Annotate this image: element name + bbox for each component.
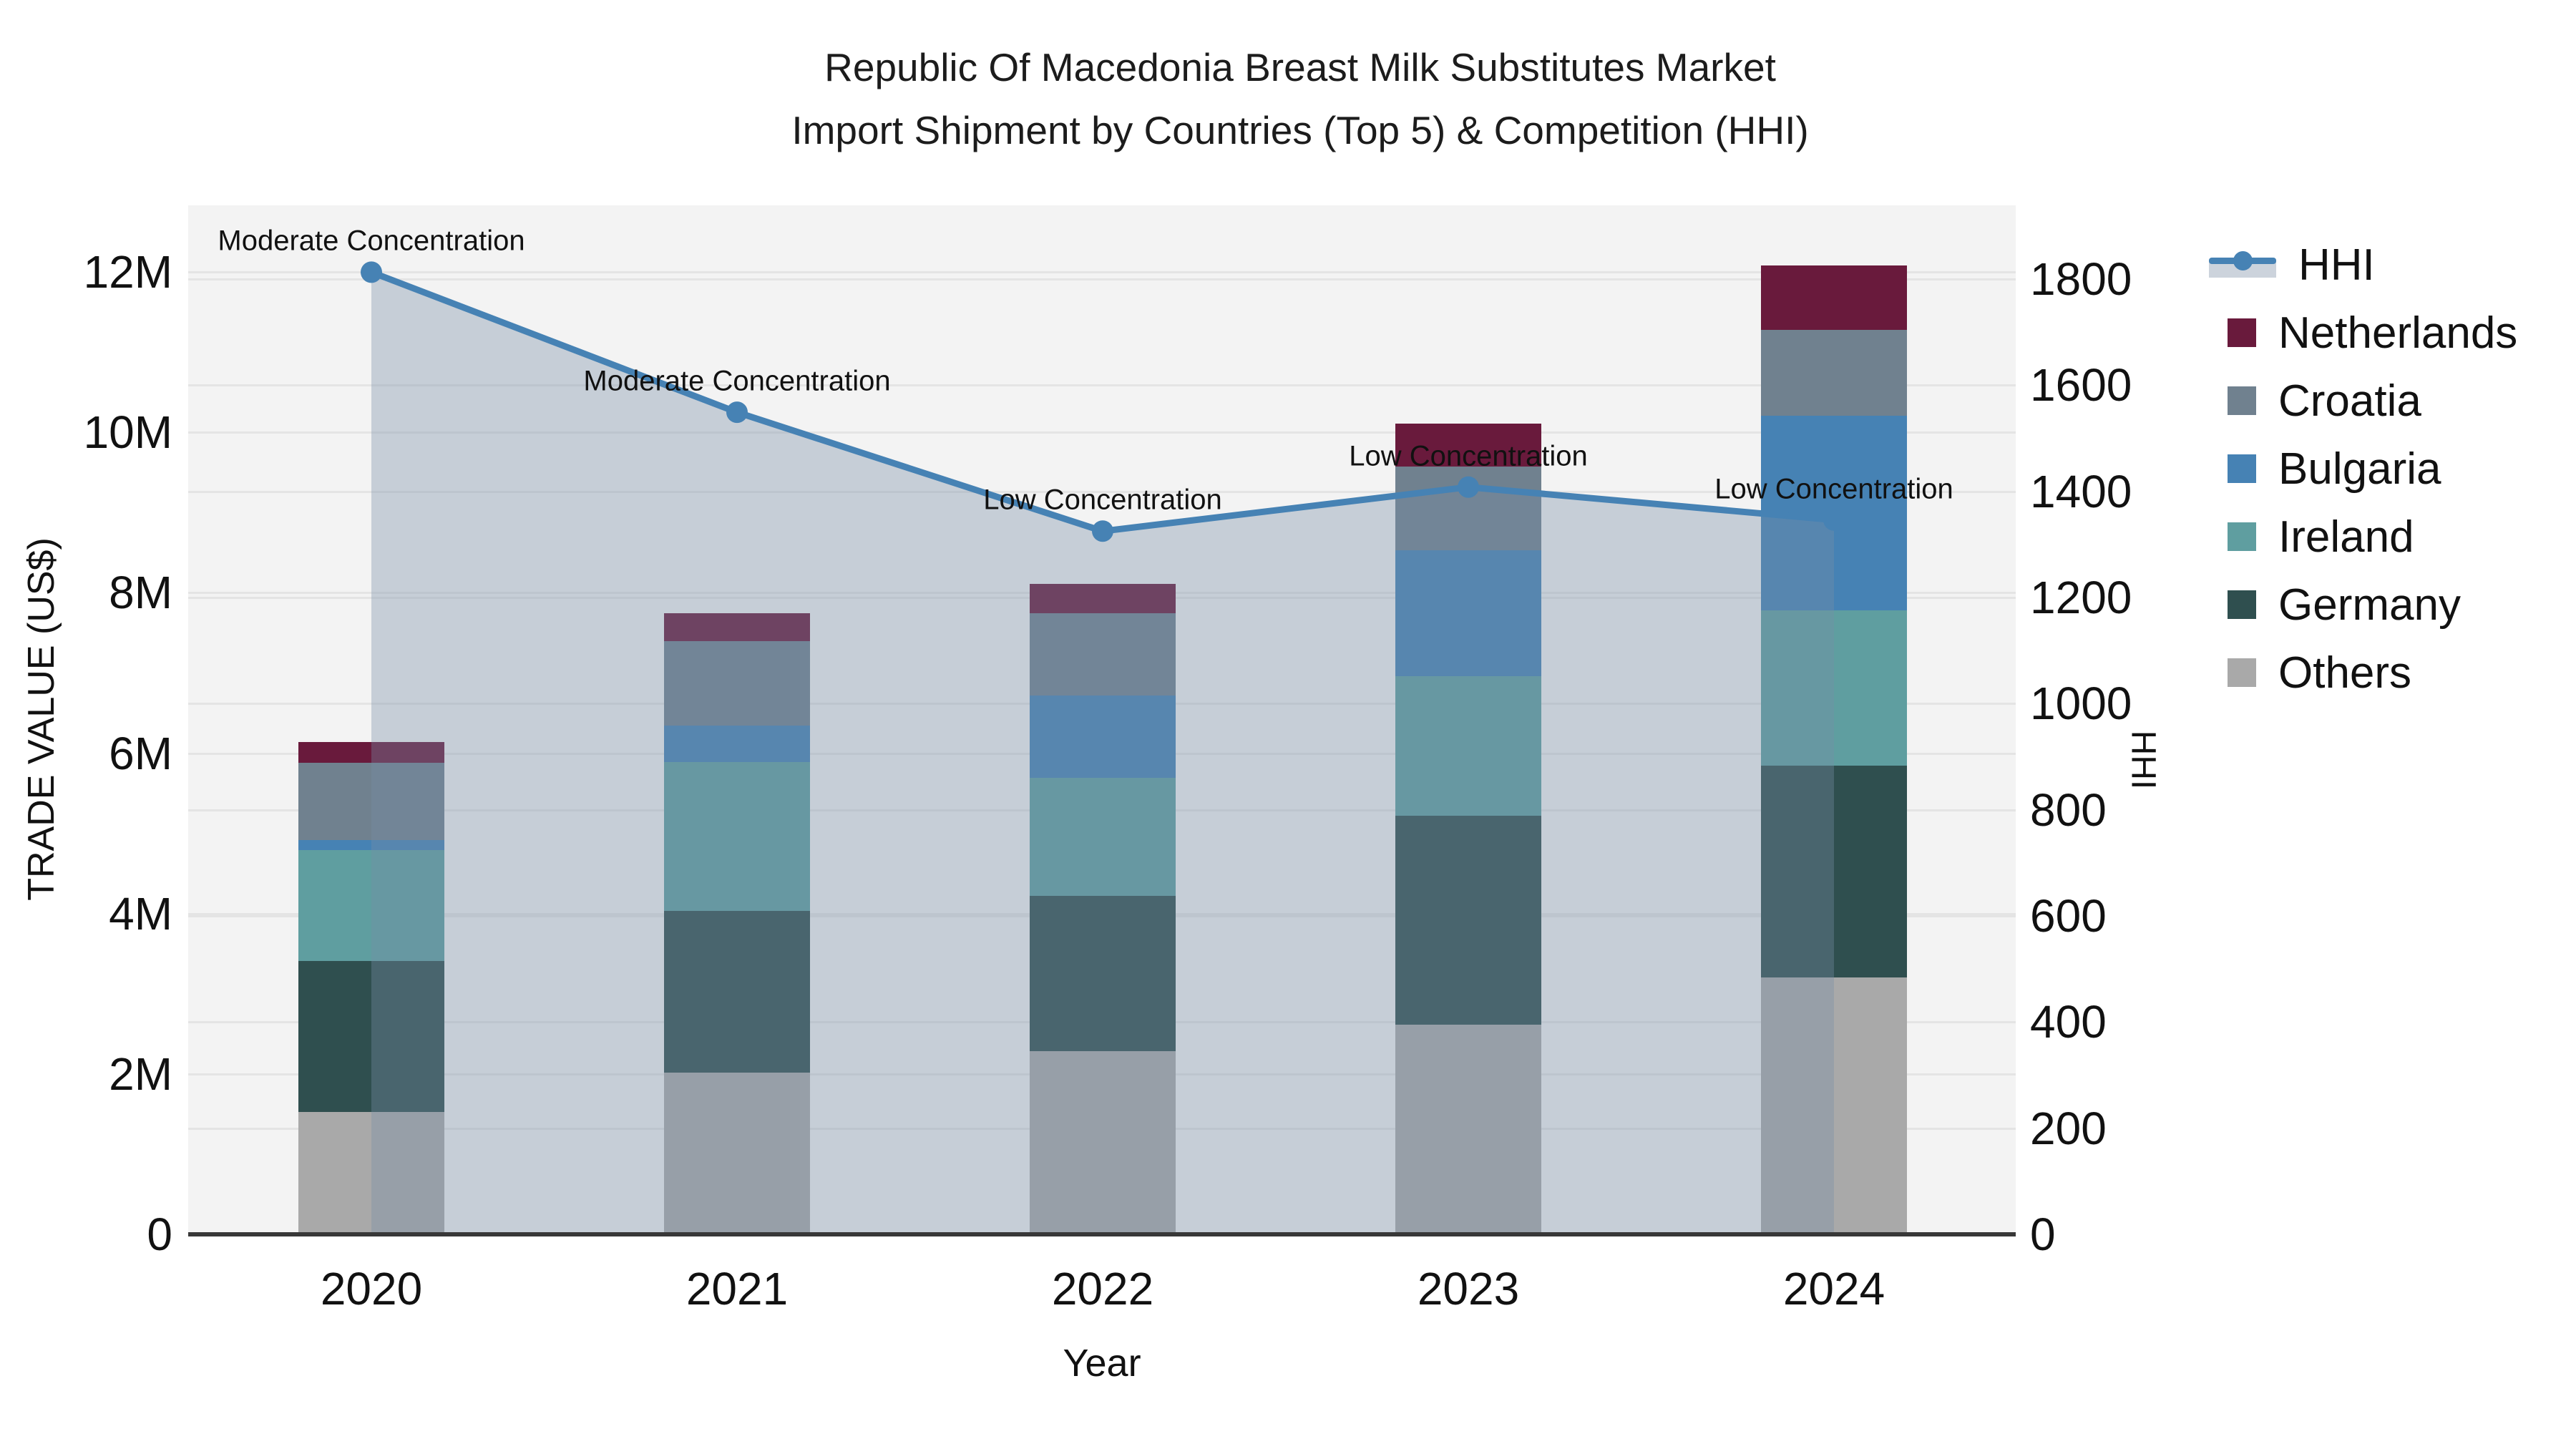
x-axis-tick-label-2024: 2024 — [1782, 1263, 1885, 1314]
hhi-marker-2020 — [361, 261, 382, 283]
bar-segment-2021-netherlands — [664, 613, 810, 641]
hhi-marker-2024 — [1823, 509, 1845, 531]
bar-segment-2020-ireland — [298, 850, 444, 961]
legend-swatch-bulgaria — [2228, 454, 2256, 483]
legend-item-germany: Germany — [2209, 580, 2461, 630]
legend-label-bulgaria: Bulgaria — [2278, 444, 2441, 494]
bar-segment-2024-germany — [1761, 766, 1907, 978]
right-axis-tick-label: 1400 — [2030, 465, 2132, 517]
legend-swatch-germany — [2228, 590, 2256, 619]
gridline-left-axis — [188, 431, 2016, 434]
gridline-right-axis — [188, 278, 2016, 280]
right-axis-tick-label: 200 — [2030, 1102, 2107, 1154]
left-axis-tick-label: 10M — [83, 406, 173, 459]
hhi-area-fill — [371, 272, 1834, 1235]
bar-segment-2020-germany — [298, 960, 444, 1112]
legend-swatch-others — [2228, 658, 2256, 687]
right-axis-tick-label: 0 — [2030, 1209, 2056, 1260]
bar-segment-2022-croatia — [1030, 613, 1176, 696]
bar-segment-2024-ireland — [1761, 610, 1907, 766]
bar-segment-2022-bulgaria — [1030, 695, 1176, 779]
left-axis-tick-label: 6M — [109, 727, 172, 779]
left-axis-tick-label: 4M — [109, 887, 172, 940]
bar-segment-2020-bulgaria — [298, 839, 444, 851]
bar-segment-2022-netherlands — [1030, 584, 1176, 614]
legend-label-ireland: Ireland — [2278, 512, 2414, 562]
legend-item-others: Others — [2209, 648, 2411, 698]
bar-segment-2020-others — [298, 1111, 444, 1234]
bar-segment-2023-netherlands — [1395, 423, 1541, 467]
bar-segment-2023-ireland — [1395, 675, 1541, 816]
legend-label-germany: Germany — [2278, 580, 2461, 630]
chart-title-line-1: Republic Of Macedonia Breast Milk Substi… — [824, 45, 1776, 89]
bar-segment-2020-croatia — [298, 762, 444, 840]
left-axis-tick-label: 2M — [109, 1048, 172, 1100]
gridline-right-axis — [188, 384, 2016, 387]
legend-swatch-netherlands — [2228, 318, 2256, 347]
x-axis-tick-label-2023: 2023 — [1417, 1263, 1520, 1314]
legend-hhi-line-sample — [2209, 250, 2276, 279]
right-axis-tick-label: 800 — [2030, 784, 2107, 836]
legend-label-netherlands: Netherlands — [2278, 308, 2518, 358]
chart-title: Republic Of Macedonia Breast Milk Substi… — [791, 36, 1808, 162]
legend-hhi-marker-icon — [2233, 251, 2253, 270]
legend-item-hhi: HHI — [2209, 240, 2375, 290]
gridline-right-axis — [188, 490, 2016, 493]
legend-label-croatia: Croatia — [2278, 376, 2421, 426]
chart-title-line-2: Import Shipment by Countries (Top 5) & C… — [791, 108, 1809, 152]
hhi-annotation-2022: Low Concentration — [983, 484, 1222, 516]
bar-segment-2020-netherlands — [298, 741, 444, 763]
legend-item-netherlands: Netherlands — [2209, 308, 2517, 358]
hhi-annotation-2023: Low Concentration — [1349, 440, 1588, 472]
hhi-annotation-2024: Low Concentration — [1714, 473, 1953, 505]
hhi-marker-2021 — [726, 401, 748, 424]
hhi-marker-2023 — [1458, 476, 1479, 498]
x-axis-line — [188, 1232, 2016, 1236]
x-axis-tick-label-2020: 2020 — [320, 1263, 423, 1314]
left-axis-tick-label: 8M — [109, 567, 172, 619]
legend-swatch-ireland — [2228, 522, 2256, 551]
gridline-left-axis — [188, 271, 2016, 273]
x-axis-title: Year — [1063, 1342, 1141, 1385]
bar-segment-2022-ireland — [1030, 778, 1176, 896]
bar-segment-2021-ireland — [664, 761, 810, 912]
bar-segment-2023-bulgaria — [1395, 550, 1541, 676]
bar-segment-2023-germany — [1395, 815, 1541, 1025]
hhi-marker-2022 — [1092, 520, 1113, 542]
bar-segment-2023-others — [1395, 1025, 1541, 1234]
left-axis-tick-label: 12M — [83, 246, 173, 298]
right-axis-tick-label: 600 — [2030, 889, 2107, 942]
legend-label-hhi: HHI — [2298, 240, 2375, 290]
hhi-annotation-2020: Moderate Concentration — [218, 225, 525, 257]
legend-swatch-croatia — [2228, 386, 2256, 415]
bar-segment-2021-bulgaria — [664, 726, 810, 762]
left-axis-tick-label: 0 — [147, 1209, 172, 1260]
x-axis-tick-label-2022: 2022 — [1051, 1263, 1154, 1314]
x-axis-tick-label-2021: 2021 — [686, 1263, 789, 1314]
bar-segment-2021-croatia — [664, 640, 810, 726]
right-axis-tick-label: 1800 — [2030, 253, 2132, 305]
legend-item-croatia: Croatia — [2209, 376, 2421, 426]
hhi-annotation-2021: Moderate Concentration — [583, 365, 891, 397]
bar-segment-2021-others — [664, 1072, 810, 1234]
right-axis-tick-label: 1200 — [2030, 571, 2132, 623]
legend-item-bulgaria: Bulgaria — [2209, 444, 2441, 494]
bar-segment-2024-netherlands — [1761, 265, 1907, 330]
right-axis-tick-label: 1600 — [2030, 359, 2132, 411]
legend-label-others: Others — [2278, 648, 2412, 698]
bar-segment-2021-germany — [664, 911, 810, 1073]
right-axis-tick-label: 1000 — [2030, 678, 2132, 730]
legend-item-ireland: Ireland — [2209, 512, 2414, 562]
bar-segment-2022-germany — [1030, 896, 1176, 1052]
right-axis-tick-label: 400 — [2030, 996, 2107, 1048]
bar-segment-2024-others — [1761, 977, 1907, 1234]
bar-segment-2024-croatia — [1761, 329, 1907, 416]
bar-segment-2022-others — [1030, 1051, 1176, 1234]
